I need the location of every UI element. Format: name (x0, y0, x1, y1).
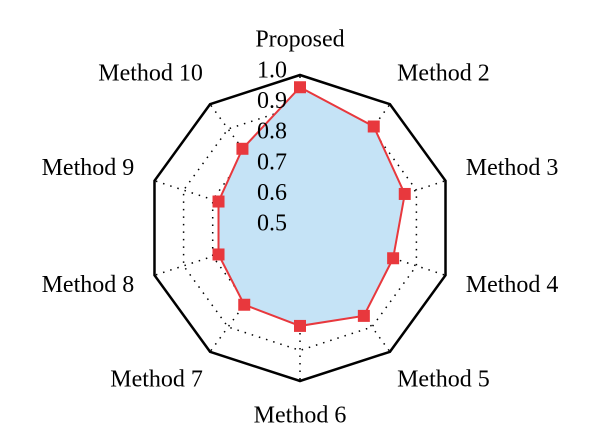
tick-label: 0.5 (257, 211, 287, 237)
axis-label: Method 10 (98, 61, 203, 87)
tick-label: 0.7 (257, 149, 287, 175)
tick-label: 0.9 (257, 88, 287, 114)
point (387, 252, 400, 265)
point (367, 120, 380, 133)
grid-ring (182, 104, 418, 352)
axis-label: Method 2 (397, 61, 490, 87)
point (238, 298, 251, 311)
point (212, 195, 225, 208)
point (236, 142, 249, 155)
point (294, 81, 306, 94)
axis-label: Method 8 (42, 272, 135, 298)
axis-label: Method 7 (110, 366, 203, 392)
axis-label: Method 4 (466, 272, 559, 298)
grid-ring (153, 73, 447, 383)
axis-label: Method 5 (397, 366, 490, 392)
tick-label: 0.6 (257, 180, 287, 206)
point (398, 187, 411, 200)
tick-label: 0.8 (257, 119, 287, 145)
axis-label: Method 3 (466, 155, 559, 181)
axis-label: Method 9 (42, 155, 135, 181)
point (357, 309, 370, 322)
point (212, 248, 225, 261)
axis-label: Proposed (255, 27, 344, 53)
grid-ring (211, 135, 389, 321)
point (294, 319, 306, 332)
axis-label: Method 6 (254, 403, 347, 429)
tick-label: 1.0 (257, 58, 287, 84)
